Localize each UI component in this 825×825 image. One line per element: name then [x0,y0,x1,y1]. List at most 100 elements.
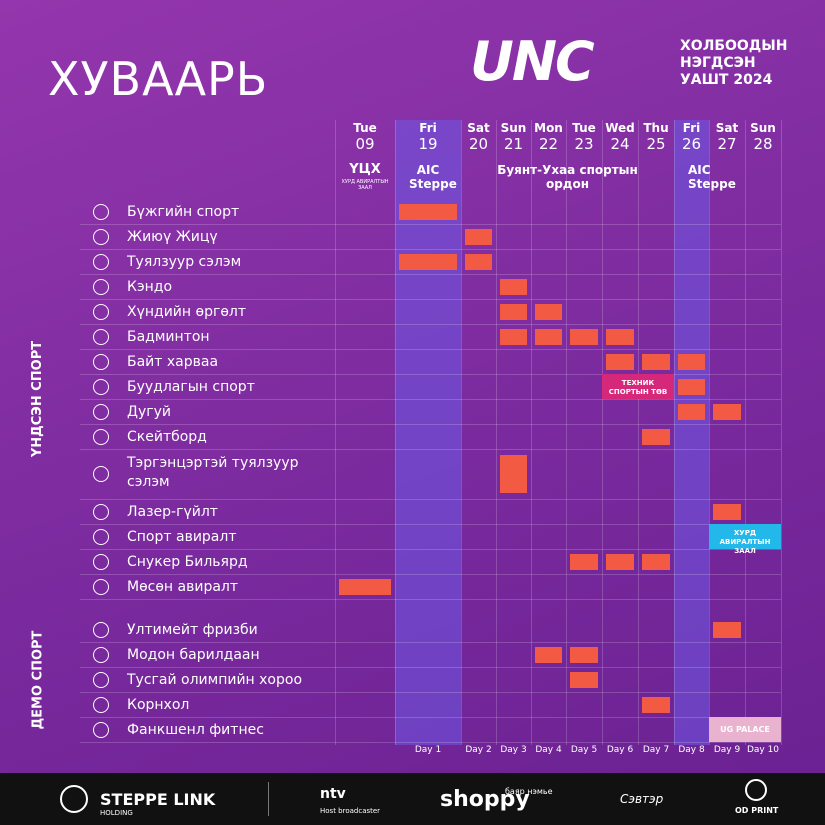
schedule-mark [606,353,634,370]
date: 25 [646,135,666,153]
sport-name: Туялзуур сэлэм [127,254,242,270]
sport-name: Мөсөн авиралт [127,579,239,595]
column-line [566,120,567,745]
schedule-mark [399,203,457,220]
schedule-mark [642,553,670,570]
day-label: Day 6 [606,745,634,755]
sport-icon [93,528,109,545]
column-line [335,120,336,745]
sport-icon [93,378,109,395]
row-line [80,224,781,225]
row-line [80,549,781,550]
weekday: Sun [500,121,527,135]
sport-name: Жиюү Жицү [127,229,218,245]
sport-icon [93,503,109,520]
row-line [80,574,781,575]
weekday: Tue [353,121,377,135]
sport-icon [93,578,109,595]
sponsor: shoppy [440,787,530,812]
row-line [80,424,781,425]
sport-name: Фанкшенл фитнес [127,722,264,738]
sport-name: Кэндо [127,279,173,295]
schedule-mark [642,696,670,713]
schedule-mark [678,403,705,420]
column-line [531,120,532,745]
row-line [80,742,781,743]
schedule-mark [535,646,562,663]
weekday: Sat [715,121,739,135]
column-line [674,120,675,745]
logo: UNC [470,30,595,93]
schedule-mark [465,228,492,245]
schedule-mark [399,253,457,270]
schedule-mark [500,303,527,320]
sponsor: HOLDING [100,809,133,817]
sponsor: баяр нэмье [505,787,553,796]
column-line [781,120,782,745]
column-line [745,120,746,745]
date: 26 [681,135,702,153]
column-line [461,120,462,745]
group-label: ҮНДСЭН СПОРТ [30,340,45,458]
schedule-mark [500,455,527,493]
column-line [709,120,710,745]
highlight-column [395,120,461,745]
sponsor: ntv [320,786,346,802]
row-line [80,717,781,718]
schedule-mark [570,671,598,688]
sport-icon [93,671,109,688]
sport-icon [93,303,109,320]
sport-icon [93,696,109,713]
row-line [80,524,781,525]
schedule-mark [339,578,391,595]
schedule-mark [500,328,527,345]
date: 28 [753,135,773,153]
sport-icon [93,203,109,220]
sport-name: Снукер Бильярд [127,554,248,570]
column-line [496,120,497,745]
row-line [80,349,781,350]
schedule-mark [570,646,598,663]
schedule-mark [642,428,670,445]
date: 24 [610,135,630,153]
weekday: Fri [419,121,437,135]
schedule-mark [606,553,634,570]
schedule-mark [570,328,598,345]
sport-icon [93,646,109,663]
sport-name: Тусгай олимпийн хороо [127,672,303,688]
sponsor: STEPPE LINK [100,790,216,809]
schedule-mark [642,353,670,370]
day-label: Day 4 [535,745,562,755]
venue-note: ХУРД АВИРАЛТЫН ЗААЛ [709,524,781,555]
schedule-mark [678,378,705,395]
date: 23 [574,135,594,153]
logo-line: НЭГДСЭН [680,55,756,71]
sport-name: Тэргэнцэртэй туялзуур сэлэм [127,455,299,490]
row-line [80,449,781,450]
venue: AIC Steppe [409,163,457,191]
row-line [80,299,781,300]
sport-icon [93,253,109,270]
sport-name: Лазер-гүйлт [127,504,218,520]
title: ХУВААРЬ [48,52,269,106]
schedule-mark [713,621,741,638]
sport-name: Буудлагын спорт [127,379,255,395]
sport-icon [93,621,109,638]
day-label: Day 7 [642,745,670,755]
sport-name: Дугуй [127,404,171,420]
day-label: Day 2 [465,745,492,755]
sport-icon [93,721,109,738]
row-line [80,374,781,375]
column-line [602,120,603,745]
day-label: Day 3 [500,745,527,755]
sport-icon [93,278,109,295]
sport-icon [93,466,109,482]
venue-sub: ХУРД АВИРАЛТЫН ЗААЛ [341,179,389,191]
sport-icon [93,328,109,345]
logo-line: ХОЛБООДЫН [680,38,788,54]
row-line [80,599,781,600]
date: 21 [503,135,524,153]
schedule-mark [606,328,634,345]
schedule-mark [678,353,705,370]
